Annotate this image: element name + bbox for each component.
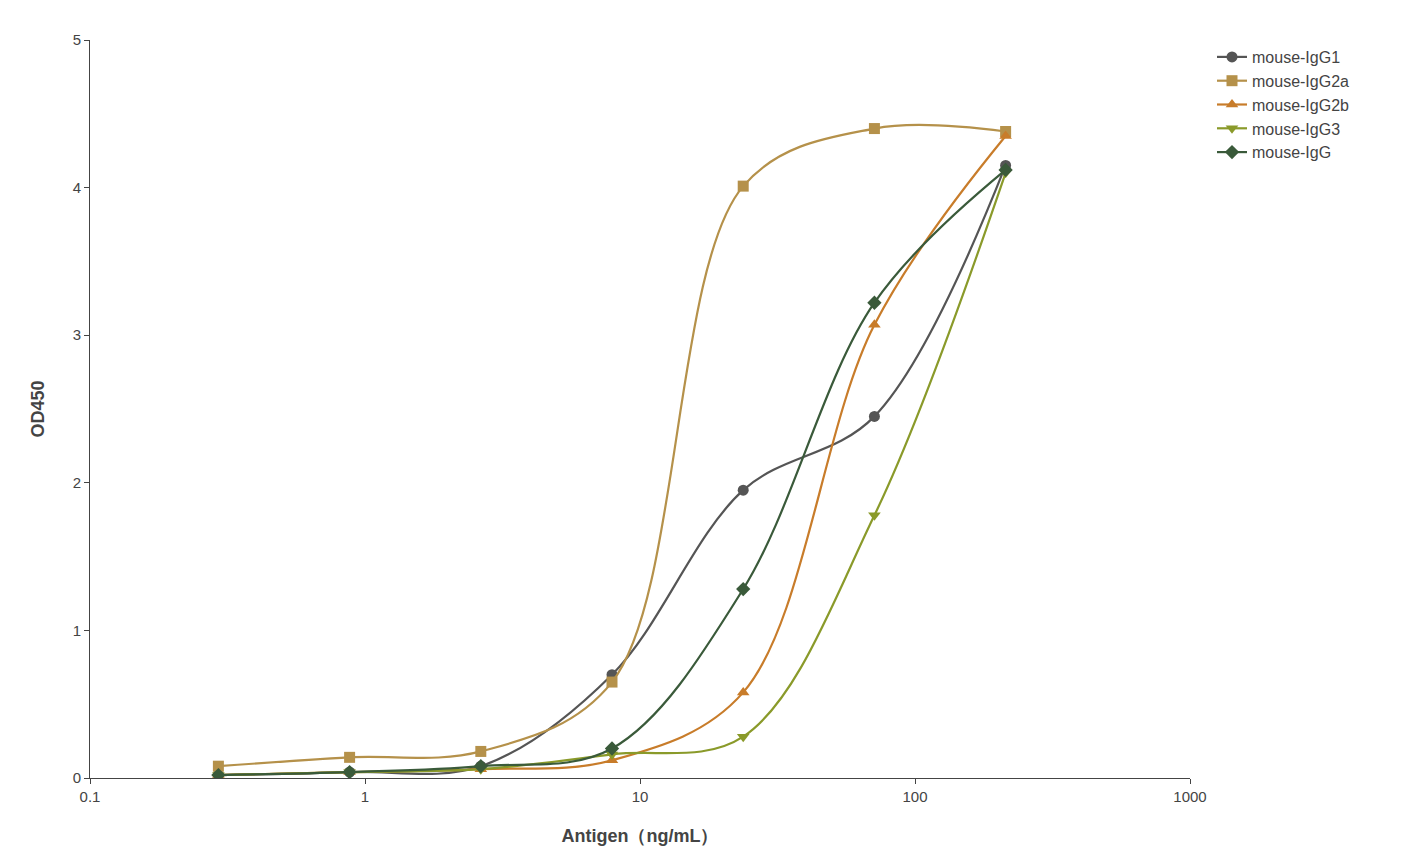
svg-text:mouse-IgG1: mouse-IgG1 — [1252, 49, 1340, 66]
svg-text:10: 10 — [632, 788, 649, 805]
svg-text:0: 0 — [73, 769, 81, 786]
svg-text:mouse-IgG2a: mouse-IgG2a — [1252, 73, 1349, 90]
svg-text:3: 3 — [73, 326, 81, 343]
svg-text:1000: 1000 — [1173, 788, 1206, 805]
svg-text:0.1: 0.1 — [80, 788, 101, 805]
svg-text:1: 1 — [73, 622, 81, 639]
svg-text:2: 2 — [73, 474, 81, 491]
svg-text:mouse-IgG3: mouse-IgG3 — [1252, 121, 1340, 138]
svg-text:1: 1 — [361, 788, 369, 805]
svg-text:mouse-IgG2b: mouse-IgG2b — [1252, 97, 1349, 114]
svg-text:OD450: OD450 — [28, 380, 48, 437]
svg-text:100: 100 — [902, 788, 927, 805]
svg-text:5: 5 — [73, 31, 81, 48]
svg-text:4: 4 — [73, 179, 81, 196]
svg-text:mouse-IgG: mouse-IgG — [1252, 144, 1331, 161]
svg-text:Antigen（ng/mL）: Antigen（ng/mL） — [562, 826, 719, 846]
